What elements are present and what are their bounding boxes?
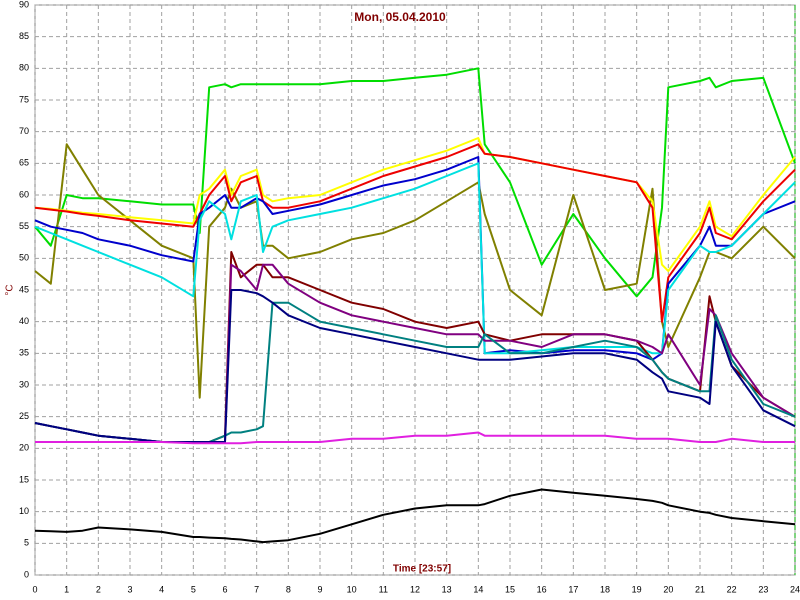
series-line <box>35 431 795 445</box>
series-line <box>34 143 796 399</box>
x-tick-label: 15 <box>505 584 515 594</box>
x-tick-label: 2 <box>96 584 101 594</box>
y-axis-label: °C <box>5 284 16 295</box>
x-tick-label: 4 <box>159 584 164 594</box>
series-line <box>34 488 796 544</box>
x-tick-label: 18 <box>600 584 610 594</box>
y-tick-label: 80 <box>19 63 29 73</box>
x-tick-label: 17 <box>568 584 578 594</box>
y-tick-label: 20 <box>19 443 29 453</box>
x-tick-label: 6 <box>222 584 227 594</box>
x-axis-label: Time [23:57] <box>393 564 451 575</box>
series-line <box>34 162 796 355</box>
x-tick-label: 5 <box>191 584 196 594</box>
y-tick-label: 5 <box>24 538 29 548</box>
y-tick-label: 50 <box>19 253 29 263</box>
x-tick-label: 8 <box>286 584 291 594</box>
x-tick-label: 16 <box>537 584 547 594</box>
y-tick-label: 70 <box>19 126 29 136</box>
chart-title: Mon, 05.04.2010 <box>354 10 446 24</box>
y-tick-label: 65 <box>19 158 29 168</box>
y-tick-label: 35 <box>19 348 29 358</box>
y-tick-label: 55 <box>19 221 29 231</box>
x-tick-label: 7 <box>254 584 259 594</box>
y-tick-label: 75 <box>19 94 29 104</box>
y-tick-label: 90 <box>19 0 29 9</box>
x-tick-label: 23 <box>758 584 768 594</box>
y-tick-label: 30 <box>19 379 29 389</box>
x-tick-label: 10 <box>347 584 357 594</box>
y-tick-label: 40 <box>19 316 29 326</box>
x-tick-label: 21 <box>695 584 705 594</box>
x-tick-label: 0 <box>32 584 37 594</box>
y-tick-label: 45 <box>19 284 29 294</box>
x-tick-label: 12 <box>410 584 420 594</box>
x-tick-label: 3 <box>127 584 132 594</box>
x-tick-label: 19 <box>632 584 642 594</box>
y-tick-label: 25 <box>19 411 29 421</box>
x-tick-label: 14 <box>473 584 483 594</box>
x-tick-label: 1 <box>64 584 69 594</box>
x-tick-label: 9 <box>317 584 322 594</box>
y-tick-label: 15 <box>19 474 29 484</box>
series-line <box>34 67 796 298</box>
x-tick-label: 11 <box>379 584 388 594</box>
x-tick-label: 24 <box>790 584 800 594</box>
x-tick-label: 20 <box>663 584 673 594</box>
x-tick-label: 13 <box>442 584 452 594</box>
y-tick-label: 60 <box>19 189 29 199</box>
series-line <box>34 137 796 272</box>
y-tick-label: 10 <box>19 506 29 516</box>
y-tick-label: 85 <box>19 31 29 41</box>
y-tick-label: 0 <box>24 569 29 579</box>
x-tick-label: 22 <box>727 584 737 594</box>
